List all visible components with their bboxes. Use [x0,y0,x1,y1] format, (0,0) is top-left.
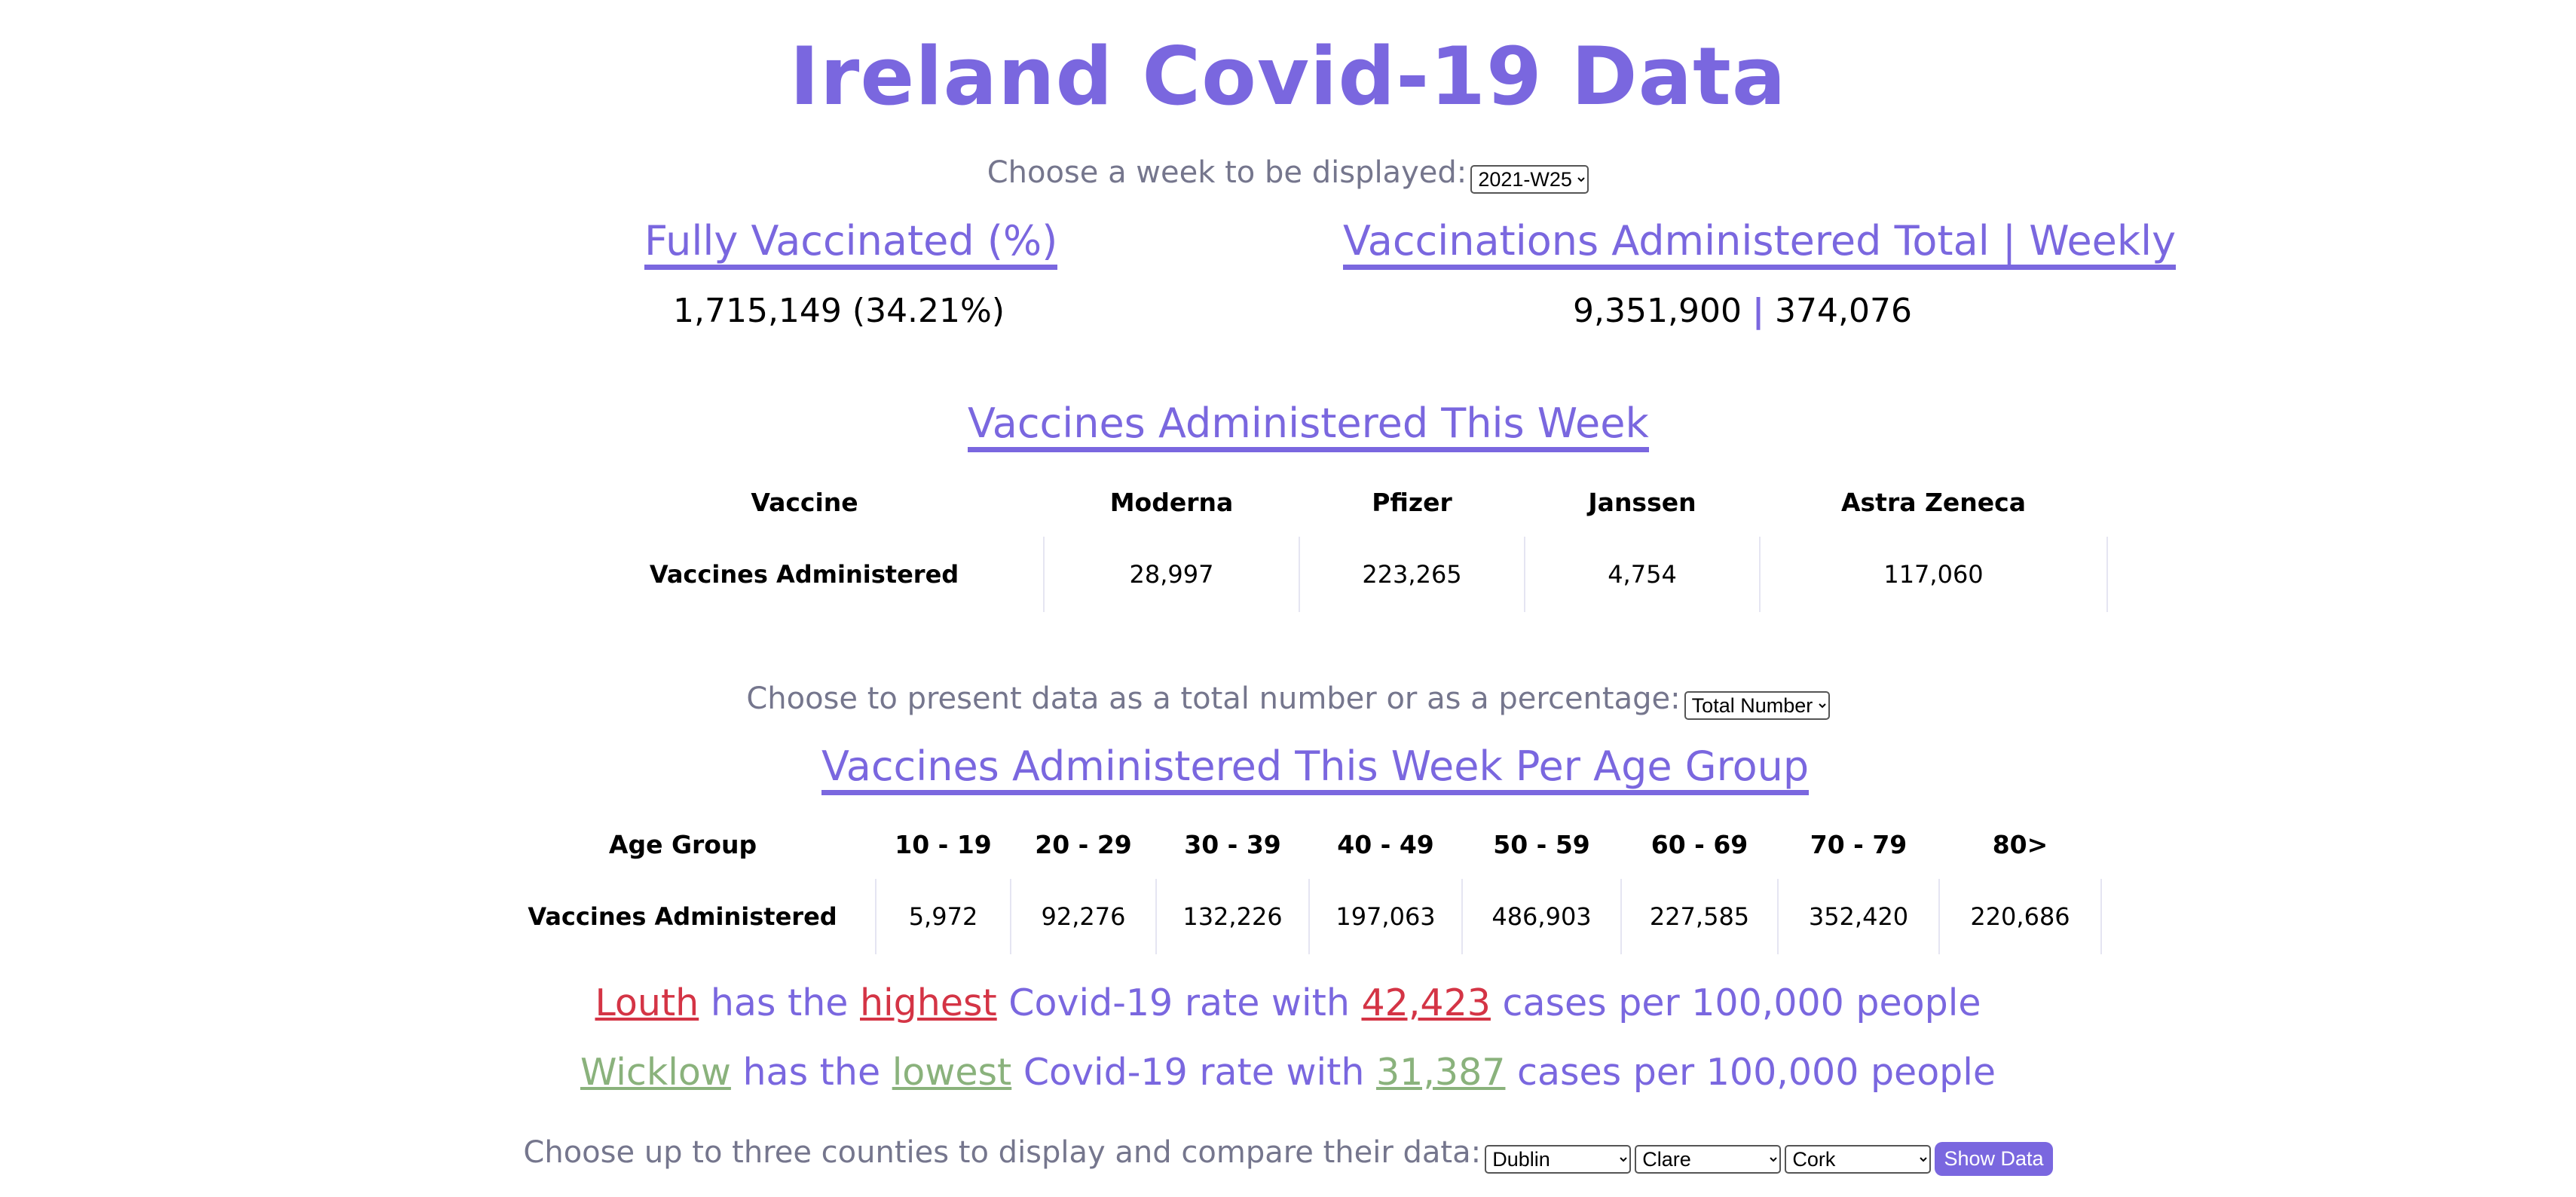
highest-text-2: Covid-19 rate with [1008,981,1350,1024]
lowest-text-2: Covid-19 rate with [1023,1051,1365,1094]
column-header: Vaccine [751,487,858,517]
column-header: 30 - 39 [1184,829,1281,859]
lowest-word-link[interactable]: lowest [892,1051,1012,1094]
table-header-row: Age Group 10 - 19 20 - 29 30 - 39 40 - 4… [490,810,2101,879]
highest-text-1: has the [710,981,849,1024]
table-cell: 117,060 [1759,537,2108,612]
fully-vaccinated-value: 1,715,149 (34.21%) [672,292,1005,330]
table-cell: 5,972 [875,879,1011,954]
column-header: 10 - 19 [895,829,992,859]
age-groups-heading: Vaccines Administered This Week Per Age … [821,744,1810,796]
vaccinations-total-number: 9,351,900 [1573,292,1742,330]
fully-vaccinated-block: Fully Vaccinated (%) [644,219,1058,271]
table-cell: 352,420 [1777,879,1939,954]
format-select[interactable]: Total Number [1684,690,1830,720]
week-select[interactable]: 2021-W25 [1470,164,1589,194]
table-cell: 220,686 [1938,879,2102,954]
column-header: Pfizer [1372,487,1452,517]
county-select-1[interactable]: Dublin [1485,1144,1632,1174]
row-header: Vaccines Administered [528,902,837,931]
column-header: Janssen [1588,487,1696,517]
county-selector-row: Choose up to three counties to display a… [0,1135,2576,1176]
vaccinations-total-heading: Vaccinations Administered Total | Weekly [1343,219,2177,271]
vaccinations-weekly-number: 374,076 [1775,292,1912,330]
format-selector-row: Choose to present data as a total number… [0,681,2576,720]
week-selector-row: Choose a week to be displayed: 2021-W25 [0,155,2576,194]
column-header: 50 - 59 [1493,829,1590,859]
column-header: Age Group [608,829,757,859]
table-cell: 197,063 [1308,879,1462,954]
age-groups-heading-wrap: Vaccines Administered This Week Per Age … [821,744,1810,796]
table-cell: 223,265 [1299,537,1525,612]
table-cell: 92,276 [1010,879,1156,954]
row-header: Vaccines Administered [649,560,959,589]
county-select-3[interactable]: Cork [1785,1144,1932,1174]
lowest-text-1: has the [742,1051,881,1094]
highest-word-link[interactable]: highest [860,981,997,1024]
table-header-row: Vaccine Moderna Pfizer Janssen Astra Zen… [565,467,2107,537]
column-header: Astra Zeneca [1840,487,2026,517]
table-cell: 132,226 [1155,879,1309,954]
table-cell: 486,903 [1461,879,1621,954]
table-cell: 28,997 [1043,537,1299,612]
week-prompt: Choose a week to be displayed: [987,155,1467,190]
table-cell: 4,754 [1524,537,1760,612]
column-header: 40 - 49 [1337,829,1434,859]
column-header: 70 - 79 [1810,829,1908,859]
county-prompt: Choose up to three counties to display a… [523,1135,1482,1170]
highest-value-link[interactable]: 42,423 [1361,981,1491,1024]
format-prompt: Choose to present data as a total number… [746,681,1681,716]
highest-county-link[interactable]: Louth [595,981,699,1024]
show-data-button[interactable]: Show Data [1935,1142,2053,1176]
column-header: 60 - 69 [1651,829,1748,859]
table-row: Vaccines Administered 5,972 92,276 132,2… [490,879,2102,954]
column-header: 20 - 29 [1035,829,1132,859]
lowest-value-link[interactable]: 31,387 [1376,1051,1506,1094]
lowest-rate-line: Wicklow has the lowest Covid-19 rate wit… [0,1051,2576,1094]
table-cell: 227,585 [1620,879,1778,954]
vaccinations-total-value: 9,351,900 | 374,076 [1343,292,2142,330]
vaccinations-separator: | [1751,292,1765,330]
column-header: Moderna [1109,487,1234,517]
fully-vaccinated-heading: Fully Vaccinated (%) [644,219,1058,271]
table-row: Vaccines Administered 28,997 223,265 4,7… [565,537,2108,612]
highest-rate-line: Louth has the highest Covid-19 rate with… [0,981,2576,1024]
vaccines-week-heading-wrap: Vaccines Administered This Week [968,401,1649,453]
county-select-2[interactable]: Clare [1635,1144,1782,1174]
age-groups-table: Age Group 10 - 19 20 - 29 30 - 39 40 - 4… [490,810,2102,954]
vaccines-week-table: Vaccine Moderna Pfizer Janssen Astra Zen… [565,467,2108,612]
vaccines-week-heading: Vaccines Administered This Week [968,401,1649,453]
column-header: 80> [1992,829,2048,859]
page-title: Ireland Covid-19 Data [789,30,1787,123]
vaccinations-total-block: Vaccinations Administered Total | Weekly [1343,219,2177,271]
lowest-text-3: cases per 100,000 people [1517,1051,1996,1094]
highest-text-3: cases per 100,000 people [1502,981,1981,1024]
lowest-county-link[interactable]: Wicklow [580,1051,731,1094]
